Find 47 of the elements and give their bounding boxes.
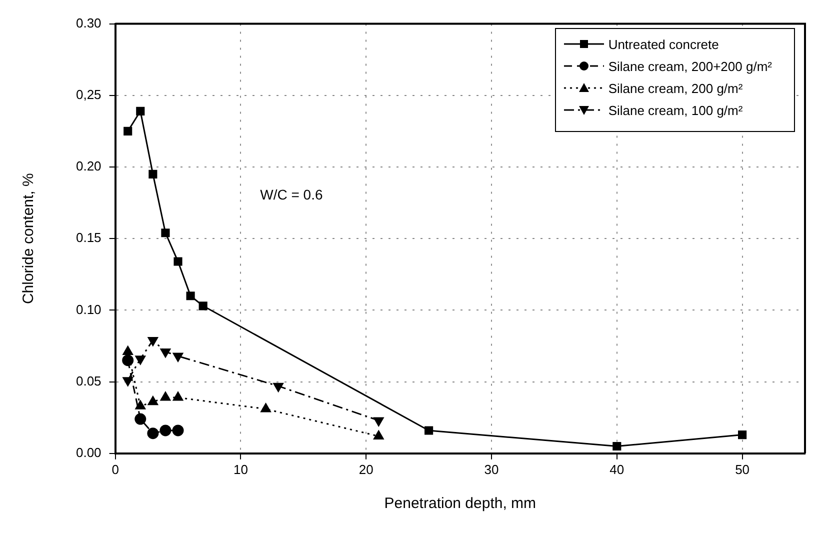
point [135,356,146,365]
x-tick-label: 40 [610,462,624,477]
point [160,392,171,401]
point [148,170,158,178]
point [160,348,171,358]
point [260,403,271,412]
point [134,413,146,425]
point [612,442,622,451]
point [424,426,434,435]
point [174,257,182,266]
point [148,396,158,406]
point [172,424,184,436]
y-tick-label: 0,25 [76,86,102,102]
point [172,352,184,362]
x-tick-label: 10 [233,462,248,477]
point [148,337,158,346]
point [198,302,208,310]
point [160,424,172,436]
y-tick-label: 0.30 [76,15,102,30]
y-tick-label: 0.10 [76,302,102,317]
point [135,400,146,410]
x-tick-label: 30 [484,462,499,477]
legend-label: Silane cream, 200+200 g/m² [608,58,772,74]
point [738,430,747,440]
y-tick-label: 0.05 [76,373,102,388]
x-tick-label: 0 [112,462,119,477]
legend-label: Untreated concrete [608,36,719,52]
point [147,428,159,440]
point [136,106,145,116]
point [374,417,384,426]
point [124,126,132,136]
point [273,382,284,392]
point [161,228,170,238]
legend-label: Silane cream, 200 g/m² [608,80,743,96]
point [172,392,184,401]
y-tick-label: 0.20 [76,158,102,174]
annotation: W/C = 0.6 [260,186,323,202]
legend-label: Silane cream, 100 g/m² [608,102,743,118]
y-axis-title: Chloride content, % [20,173,38,304]
point [122,354,134,366]
x-axis-title: Penetration depth, mm [384,495,536,512]
y-tick-label: 0.15 [76,230,102,246]
x-tick-label: 50 [735,462,750,477]
point [122,377,133,386]
x-tick-label: 20 [358,462,374,477]
y-tick-label: 0.00 [76,444,102,460]
point [186,292,195,300]
